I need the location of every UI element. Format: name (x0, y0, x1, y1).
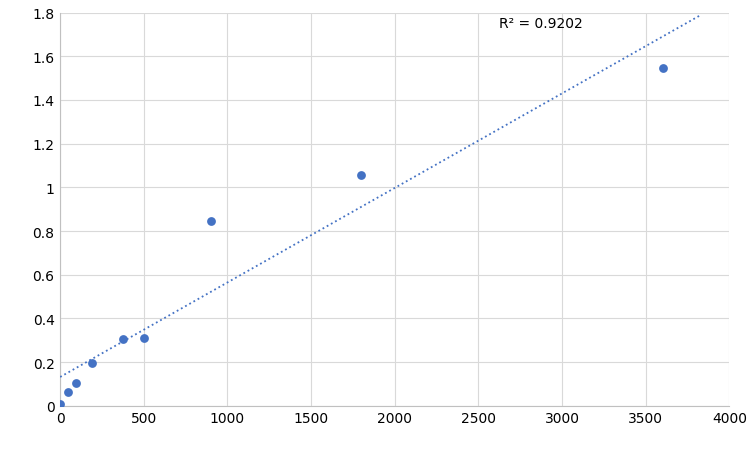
Point (355, 172, 367, 179)
Point (86, 360, 98, 367)
Point (205, 218, 217, 226)
Point (138, 335, 150, 342)
Point (62, 388, 74, 396)
Text: R² = 0.9202: R² = 0.9202 (499, 17, 582, 31)
Point (54, 400, 66, 407)
Point (70, 379, 82, 387)
Point (117, 336, 129, 343)
Point (656, 65, 669, 73)
